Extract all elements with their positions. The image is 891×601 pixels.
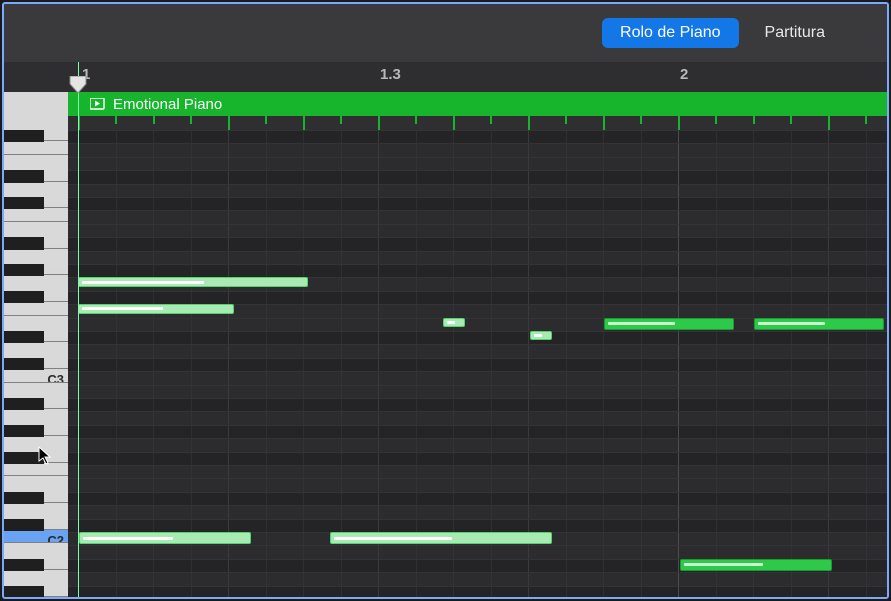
ruler-label: 2: [680, 66, 688, 83]
midi-note[interactable]: [530, 331, 552, 340]
piano-keyboard[interactable]: C3C2: [4, 92, 68, 597]
region-name: Emotional Piano: [113, 96, 222, 113]
midi-note[interactable]: [604, 318, 734, 330]
midi-note[interactable]: [78, 304, 234, 313]
region-ticks: [68, 116, 887, 130]
midi-note[interactable]: [79, 532, 251, 544]
region-header[interactable]: Emotional Piano: [68, 92, 887, 116]
midi-note[interactable]: [78, 277, 308, 286]
midi-note[interactable]: [680, 559, 832, 571]
play-icon: [90, 98, 105, 110]
playhead-line[interactable]: [78, 130, 79, 597]
piano-roll-grid[interactable]: [68, 130, 887, 597]
tab-piano-roll[interactable]: Rolo de Piano: [602, 18, 739, 48]
ruler-label: 1.3: [380, 66, 401, 83]
mouse-cursor-icon: [38, 446, 54, 466]
midi-note[interactable]: [443, 318, 465, 327]
midi-note[interactable]: [330, 532, 552, 544]
timeline-ruler[interactable]: 11.32: [4, 62, 887, 92]
view-tabs: Rolo de Piano Partitura: [598, 18, 847, 48]
playhead-marker[interactable]: [68, 76, 88, 94]
playhead-line-top[interactable]: [78, 62, 79, 130]
midi-note[interactable]: [754, 318, 884, 330]
tab-score[interactable]: Partitura: [747, 18, 843, 48]
toolbar: Rolo de Piano Partitura: [4, 4, 887, 62]
